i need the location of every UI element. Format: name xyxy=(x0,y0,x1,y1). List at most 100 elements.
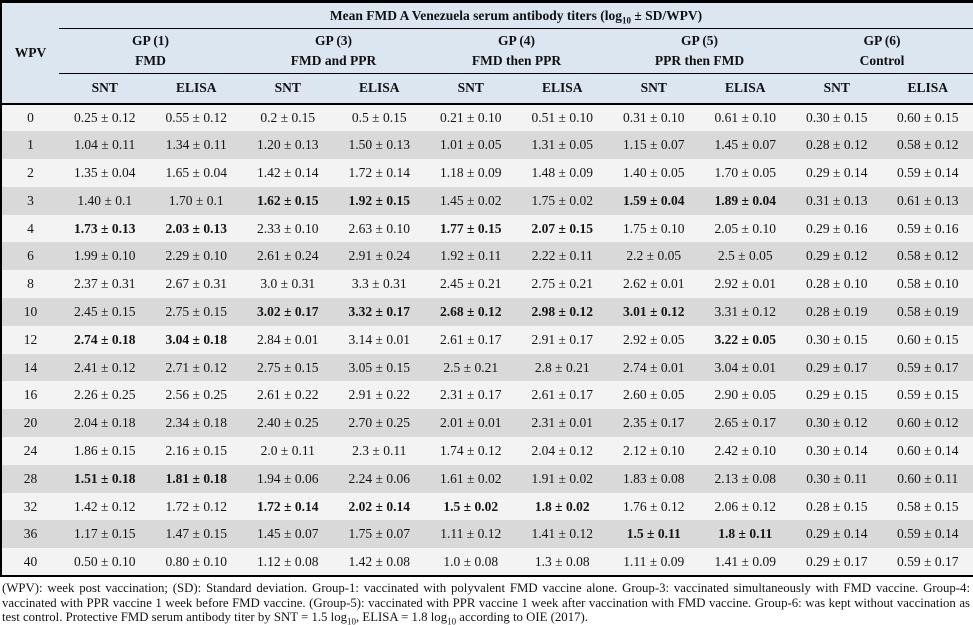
titer-cell: 2.45 ± 0.15 xyxy=(74,303,136,319)
table-row-wpv-28: 28 1.51 ± 0.18 1.81 ± 0.18 1.94 ± 0.06 2.24 … xyxy=(1,464,973,493)
footnote-log-subscript-1: 10 xyxy=(347,616,356,625)
titer-cell: 0.29 ± 0.17 xyxy=(806,359,868,375)
titer-cell: 1.61 ± 0.02 xyxy=(440,470,502,486)
titer-cell: 0.29 ± 0.16 xyxy=(806,220,868,236)
titer-cell: 1.04 ± 0.11 xyxy=(74,137,136,153)
titer-cell: 0.58 ± 0.19 xyxy=(897,303,959,319)
titer-cell: 1.94 ± 0.06 xyxy=(257,470,319,486)
titer-cell: 3.01 ± 0.12 xyxy=(623,303,685,319)
titer-cell: 2.90 ± 0.05 xyxy=(714,387,776,403)
subcolumn-header-elisa: ELISA xyxy=(699,73,791,105)
titer-cell: 2.31 ± 0.17 xyxy=(440,387,502,403)
titer-cell: 1.77 ± 0.15 xyxy=(440,220,502,236)
titer-cell: 3.02 ± 0.17 xyxy=(257,303,319,319)
titer-cell: 3.04 ± 0.18 xyxy=(165,331,227,347)
titer-cell: 2.5 ± 0.21 xyxy=(443,359,499,375)
table-footnote: (WPV): week post vaccination; (SD): Stan… xyxy=(0,577,973,625)
antibody-titers-table: WPV Mean FMD A Venezuela serum antibody … xyxy=(0,0,973,578)
titer-cell: 1.34 ± 0.11 xyxy=(165,137,227,153)
table-row-wpv-3: 3 1.40 ± 0.1 1.70 ± 0.1 1.62 ± 0.15 1.92 ± 0… xyxy=(1,186,973,215)
group-header-4: GP (4) FMD then PPR xyxy=(425,28,608,74)
titer-cell: 0.59 ± 0.17 xyxy=(897,359,959,375)
table-row-wpv-2: 2 1.35 ± 0.04 1.65 ± 0.04 1.42 ± 0.14 1.72 ±… xyxy=(1,159,973,187)
table-title-text: Mean FMD A Venezuela serum antibody tite… xyxy=(329,7,622,23)
titer-cell: 2.74 ± 0.18 xyxy=(74,331,136,347)
wpv-value: 6 xyxy=(27,248,34,264)
titer-cell: 0.30 ± 0.15 xyxy=(806,109,868,125)
titer-cell: 1.45 ± 0.07 xyxy=(257,526,319,542)
titer-cell: 0.55 ± 0.12 xyxy=(165,109,227,125)
titer-cell: 0.30 ± 0.15 xyxy=(806,331,868,347)
titer-cell: 2.07 ± 0.15 xyxy=(531,220,593,236)
titer-cell: 1.76 ± 0.12 xyxy=(623,498,685,514)
titer-cell: 1.20 ± 0.13 xyxy=(257,137,319,153)
titer-cell: 1.99 ± 0.10 xyxy=(74,248,136,264)
titer-cell: 1.62 ± 0.15 xyxy=(257,192,319,208)
titer-cell: 2.41 ± 0.12 xyxy=(74,359,136,375)
wpv-value: 2 xyxy=(27,164,34,180)
titer-cell: 1.45 ± 0.07 xyxy=(714,137,776,153)
subcolumn-header-elisa: ELISA xyxy=(882,73,973,105)
subcolumn-header-snt: SNT xyxy=(608,73,700,105)
titer-cell: 1.83 ± 0.08 xyxy=(623,470,685,486)
titer-cell: 1.15 ± 0.07 xyxy=(623,137,685,153)
titer-cell: 0.2 ± 0.15 xyxy=(260,109,316,125)
table-row-wpv-14: 14 2.41 ± 0.12 2.71 ± 0.12 2.75 ± 0.15 3.05 … xyxy=(1,353,973,382)
wpv-value: 20 xyxy=(23,415,38,431)
titer-cell: 0.50 ± 0.10 xyxy=(59,548,151,578)
titer-cell: 1.72 ± 0.14 xyxy=(348,164,410,180)
titer-cell: 3.14 ± 0.01 xyxy=(348,331,410,347)
titer-cell: 2.91 ± 0.22 xyxy=(348,387,410,403)
titer-cell: 2.22 ± 0.11 xyxy=(531,248,593,264)
titer-cell: 1.51 ± 0.18 xyxy=(74,470,136,486)
titer-cell: 2.98 ± 0.12 xyxy=(531,303,593,319)
titer-cell: 3.31 ± 0.12 xyxy=(714,303,776,319)
titer-cell: 3.04 ± 0.01 xyxy=(714,359,776,375)
titer-cell: 1.41 ± 0.09 xyxy=(699,548,791,578)
titer-cell: 2.05 ± 0.10 xyxy=(714,220,776,236)
table-row-wpv-36: 36 1.17 ± 0.15 1.47 ± 0.15 1.45 ± 0.07 1.75 … xyxy=(1,520,973,549)
titer-cell: 1.18 ± 0.09 xyxy=(440,164,502,180)
titer-cell: 1.0 ± 0.08 xyxy=(425,548,517,578)
titer-cell: 2.92 ± 0.01 xyxy=(714,276,776,292)
wpv-value: 12 xyxy=(23,331,38,347)
titer-cell: 2.84 ± 0.01 xyxy=(257,331,319,347)
wpv-value: 24 xyxy=(23,442,38,458)
titer-cell: 0.29 ± 0.14 xyxy=(806,526,868,542)
table-row-wpv-0: 0 0.25 ± 0.12 0.55 ± 0.12 0.2 ± 0.15 0.5 ± 0… xyxy=(1,103,973,132)
titer-cell: 0.59 ± 0.17 xyxy=(882,548,973,578)
titer-cell: 2.0 ± 0.11 xyxy=(260,442,315,458)
titer-cell: 1.70 ± 0.05 xyxy=(714,164,776,180)
titer-cell: 1.89 ± 0.04 xyxy=(714,192,776,208)
titer-cell: 1.11 ± 0.12 xyxy=(440,526,502,542)
titer-cell: 0.28 ± 0.19 xyxy=(806,303,868,319)
titer-cell: 2.16 ± 0.15 xyxy=(165,442,227,458)
titer-cell: 0.31 ± 0.13 xyxy=(806,192,868,208)
titer-cell: 0.51 ± 0.10 xyxy=(531,109,593,125)
titer-cell: 2.62 ± 0.01 xyxy=(623,276,685,292)
titer-cell: 1.91 ± 0.02 xyxy=(531,470,593,486)
titer-cell: 1.8 ± 0.02 xyxy=(534,498,590,514)
group-header-3: GP (3) FMD and PPR xyxy=(242,28,425,74)
wpv-value: 16 xyxy=(23,387,38,403)
titer-cell: 2.04 ± 0.18 xyxy=(74,415,136,431)
titer-cell: 2.61 ± 0.17 xyxy=(531,387,593,403)
titer-cell: 2.24 ± 0.06 xyxy=(348,470,410,486)
titer-cell: 0.30 ± 0.14 xyxy=(806,442,868,458)
titer-cell: 0.80 ± 0.10 xyxy=(150,548,242,578)
titer-cell: 2.91 ± 0.24 xyxy=(348,248,410,264)
titer-cell: 2.74 ± 0.01 xyxy=(623,359,685,375)
table-header: WPV Mean FMD A Venezuela serum antibody … xyxy=(1,1,973,105)
titer-cell: 2.5 ± 0.05 xyxy=(717,248,773,264)
column-header-wpv: WPV xyxy=(1,1,59,105)
titer-cell: 0.29 ± 0.12 xyxy=(806,248,868,264)
title-log-subscript: 10 xyxy=(621,15,631,26)
titer-cell: 1.17 ± 0.15 xyxy=(74,526,136,542)
titer-cell: 2.03 ± 0.13 xyxy=(165,220,227,236)
titer-cell: 1.75 ± 0.07 xyxy=(348,526,410,542)
table-row-wpv-1: 1 1.04 ± 0.11 1.34 ± 0.11 1.20 ± 0.13 1.50 ±… xyxy=(1,131,973,160)
titer-cell: 0.60 ± 0.11 xyxy=(897,470,959,486)
table-row-wpv-40: 40 0.50 ± 0.10 0.80 ± 0.10 1.12 ± 0.08 1.42 … xyxy=(1,548,973,578)
titer-cell: 2.92 ± 0.05 xyxy=(623,331,685,347)
